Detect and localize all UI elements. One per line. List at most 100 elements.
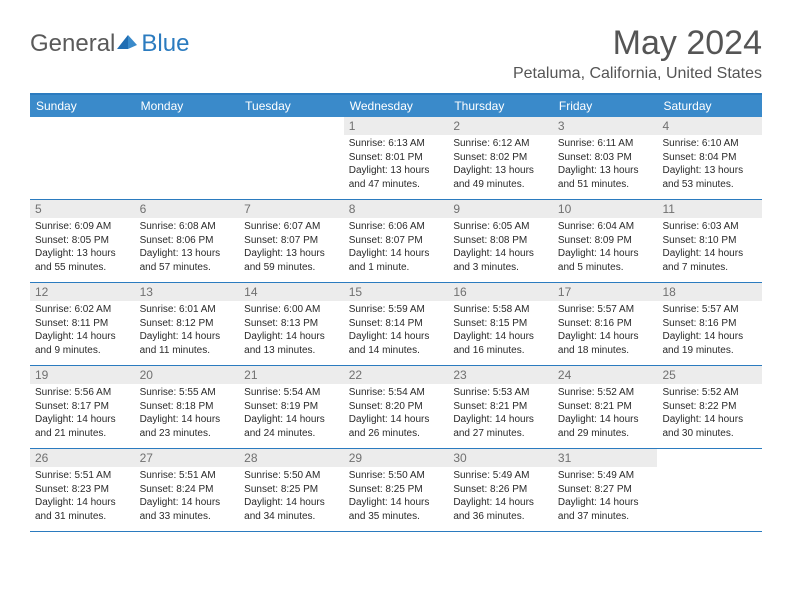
sunset-line: Sunset: 8:21 PM — [453, 400, 548, 414]
logo-text-blue: Blue — [141, 30, 189, 58]
day-header: Saturday — [657, 95, 762, 117]
daylight-line-2: and 59 minutes. — [244, 261, 339, 275]
day-header: Monday — [135, 95, 240, 117]
day-number: 23 — [448, 366, 553, 384]
logo-text-general: General — [30, 30, 115, 58]
daylight-line-1: Daylight: 14 hours — [349, 330, 444, 344]
daylight-line-2: and 35 minutes. — [349, 510, 444, 524]
daylight-line-1: Daylight: 14 hours — [140, 330, 235, 344]
day-number: 30 — [448, 449, 553, 467]
daylight-line-2: and 49 minutes. — [453, 178, 548, 192]
title-block: May 2024 Petaluma, California, United St… — [513, 24, 762, 83]
daylight-line-1: Daylight: 14 hours — [558, 496, 653, 510]
day-number: 22 — [344, 366, 449, 384]
sunrise-line: Sunrise: 5:57 AM — [558, 303, 653, 317]
sunset-line: Sunset: 8:07 PM — [244, 234, 339, 248]
daylight-line-2: and 34 minutes. — [244, 510, 339, 524]
daylight-line-2: and 27 minutes. — [453, 427, 548, 441]
daylight-line-2: and 30 minutes. — [662, 427, 757, 441]
day-cell — [657, 449, 762, 531]
day-number: 13 — [135, 283, 240, 301]
sunrise-line: Sunrise: 6:13 AM — [349, 137, 444, 151]
daylight-line-2: and 5 minutes. — [558, 261, 653, 275]
daylight-line-2: and 29 minutes. — [558, 427, 653, 441]
page: General Blue May 2024 Petaluma, Californ… — [0, 0, 792, 556]
sunset-line: Sunset: 8:12 PM — [140, 317, 235, 331]
day-cell: 30Sunrise: 5:49 AMSunset: 8:26 PMDayligh… — [448, 449, 553, 531]
day-number: 16 — [448, 283, 553, 301]
day-header-row: SundayMondayTuesdayWednesdayThursdayFrid… — [30, 95, 762, 117]
sunset-line: Sunset: 8:13 PM — [244, 317, 339, 331]
sunrise-line: Sunrise: 5:54 AM — [349, 386, 444, 400]
daylight-line-1: Daylight: 13 hours — [558, 164, 653, 178]
month-title: May 2024 — [513, 24, 762, 63]
daylight-line-1: Daylight: 14 hours — [662, 413, 757, 427]
day-number: 14 — [239, 283, 344, 301]
daylight-line-2: and 9 minutes. — [35, 344, 130, 358]
sunrise-line: Sunrise: 6:09 AM — [35, 220, 130, 234]
triangle-icon — [117, 33, 139, 56]
day-number: 8 — [344, 200, 449, 218]
daylight-line-1: Daylight: 14 hours — [453, 413, 548, 427]
day-cell: 4Sunrise: 6:10 AMSunset: 8:04 PMDaylight… — [657, 117, 762, 199]
day-cell: 25Sunrise: 5:52 AMSunset: 8:22 PMDayligh… — [657, 366, 762, 448]
day-number: 29 — [344, 449, 449, 467]
location: Petaluma, California, United States — [513, 65, 762, 83]
daylight-line-1: Daylight: 14 hours — [140, 413, 235, 427]
day-number: 4 — [657, 117, 762, 135]
sunrise-line: Sunrise: 5:51 AM — [35, 469, 130, 483]
sunrise-line: Sunrise: 6:06 AM — [349, 220, 444, 234]
day-cell: 6Sunrise: 6:08 AMSunset: 8:06 PMDaylight… — [135, 200, 240, 282]
day-cell: 24Sunrise: 5:52 AMSunset: 8:21 PMDayligh… — [553, 366, 658, 448]
day-number: 2 — [448, 117, 553, 135]
sunrise-line: Sunrise: 6:05 AM — [453, 220, 548, 234]
sunrise-line: Sunrise: 5:52 AM — [662, 386, 757, 400]
daylight-line-2: and 18 minutes. — [558, 344, 653, 358]
day-header: Wednesday — [344, 95, 449, 117]
daylight-line-1: Daylight: 14 hours — [35, 496, 130, 510]
sunrise-line: Sunrise: 6:02 AM — [35, 303, 130, 317]
day-number: 27 — [135, 449, 240, 467]
day-cell: 22Sunrise: 5:54 AMSunset: 8:20 PMDayligh… — [344, 366, 449, 448]
day-number: 15 — [344, 283, 449, 301]
sunrise-line: Sunrise: 5:51 AM — [140, 469, 235, 483]
day-cell: 1Sunrise: 6:13 AMSunset: 8:01 PMDaylight… — [344, 117, 449, 199]
sunrise-line: Sunrise: 5:59 AM — [349, 303, 444, 317]
sunrise-line: Sunrise: 6:10 AM — [662, 137, 757, 151]
day-cell: 9Sunrise: 6:05 AMSunset: 8:08 PMDaylight… — [448, 200, 553, 282]
sunset-line: Sunset: 8:25 PM — [349, 483, 444, 497]
daylight-line-2: and 55 minutes. — [35, 261, 130, 275]
week-row: 19Sunrise: 5:56 AMSunset: 8:17 PMDayligh… — [30, 366, 762, 449]
header: General Blue May 2024 Petaluma, Californ… — [30, 24, 762, 83]
day-cell: 20Sunrise: 5:55 AMSunset: 8:18 PMDayligh… — [135, 366, 240, 448]
sunset-line: Sunset: 8:21 PM — [558, 400, 653, 414]
day-cell: 28Sunrise: 5:50 AMSunset: 8:25 PMDayligh… — [239, 449, 344, 531]
weeks-container: 1Sunrise: 6:13 AMSunset: 8:01 PMDaylight… — [30, 117, 762, 532]
day-header: Sunday — [30, 95, 135, 117]
sunset-line: Sunset: 8:26 PM — [453, 483, 548, 497]
sunrise-line: Sunrise: 5:57 AM — [662, 303, 757, 317]
day-header: Thursday — [448, 95, 553, 117]
day-number: 18 — [657, 283, 762, 301]
day-number: 1 — [344, 117, 449, 135]
day-number: 3 — [553, 117, 658, 135]
daylight-line-1: Daylight: 14 hours — [35, 330, 130, 344]
daylight-line-1: Daylight: 13 hours — [35, 247, 130, 261]
day-number: 28 — [239, 449, 344, 467]
day-cell: 18Sunrise: 5:57 AMSunset: 8:16 PMDayligh… — [657, 283, 762, 365]
sunrise-line: Sunrise: 6:07 AM — [244, 220, 339, 234]
daylight-line-2: and 3 minutes. — [453, 261, 548, 275]
daylight-line-1: Daylight: 14 hours — [244, 413, 339, 427]
day-number: 25 — [657, 366, 762, 384]
day-cell: 11Sunrise: 6:03 AMSunset: 8:10 PMDayligh… — [657, 200, 762, 282]
day-number: 5 — [30, 200, 135, 218]
week-row: 26Sunrise: 5:51 AMSunset: 8:23 PMDayligh… — [30, 449, 762, 532]
sunset-line: Sunset: 8:07 PM — [349, 234, 444, 248]
daylight-line-1: Daylight: 13 hours — [244, 247, 339, 261]
day-number: 17 — [553, 283, 658, 301]
sunset-line: Sunset: 8:16 PM — [662, 317, 757, 331]
daylight-line-2: and 51 minutes. — [558, 178, 653, 192]
day-cell: 13Sunrise: 6:01 AMSunset: 8:12 PMDayligh… — [135, 283, 240, 365]
day-cell: 7Sunrise: 6:07 AMSunset: 8:07 PMDaylight… — [239, 200, 344, 282]
day-cell: 8Sunrise: 6:06 AMSunset: 8:07 PMDaylight… — [344, 200, 449, 282]
